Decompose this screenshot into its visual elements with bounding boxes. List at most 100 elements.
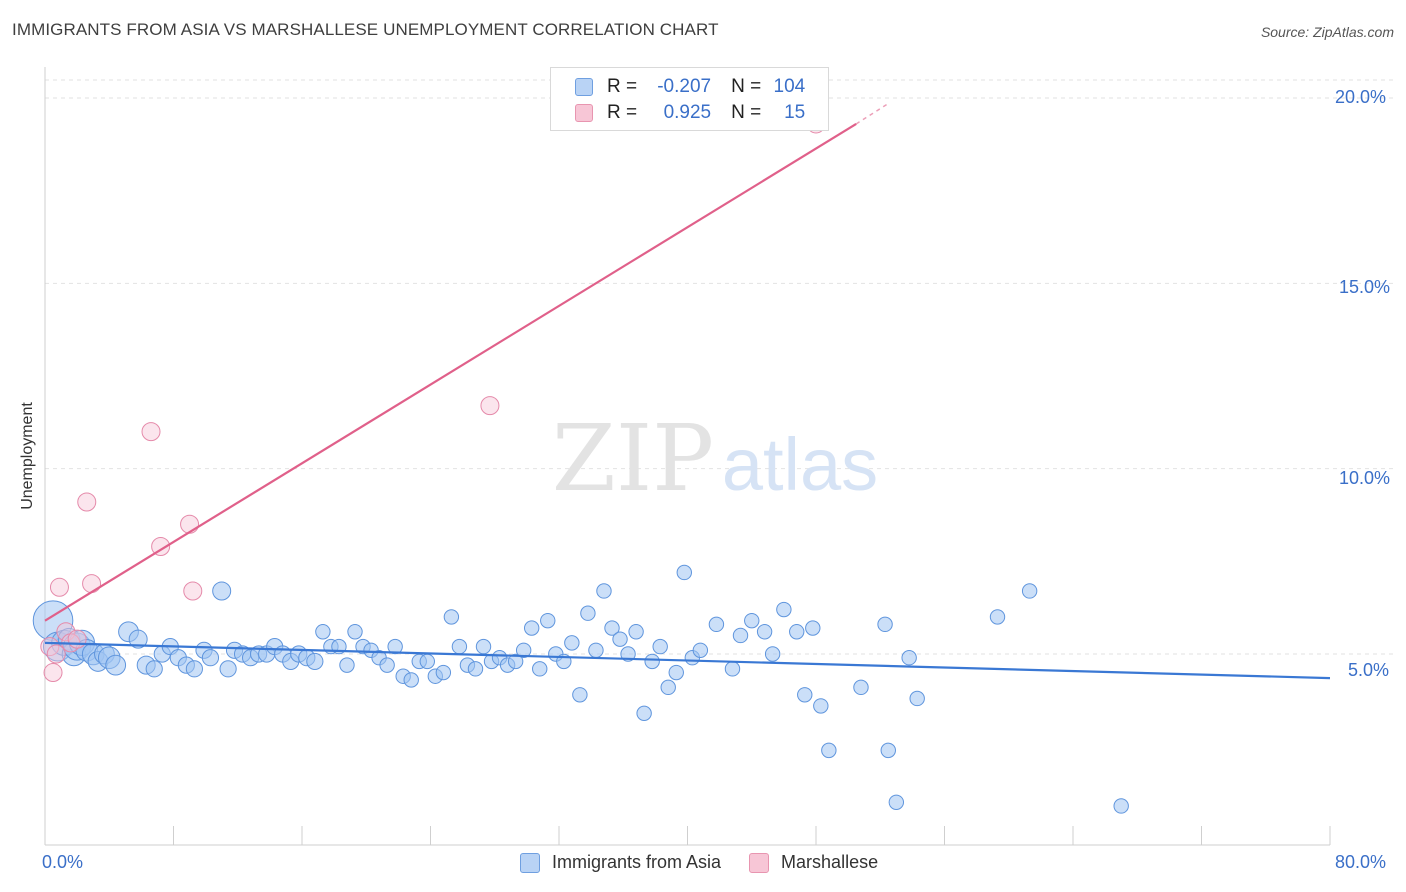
asia-point [1021, 583, 1038, 599]
asia-point [339, 657, 355, 673]
x-tick-label-max: 80.0% [1335, 852, 1387, 872]
y-tick-label-5: 5.0% [1348, 660, 1390, 680]
legend-label-asia: Immigrants from Asia [552, 852, 722, 872]
asia-point [636, 705, 652, 722]
asia-point [797, 687, 813, 703]
asia-point [853, 679, 869, 696]
asia-point [660, 679, 676, 696]
asia-point [379, 657, 395, 673]
asia-point [1113, 798, 1129, 814]
marshallese-point [183, 581, 203, 601]
axes [44, 67, 1331, 846]
chart-title: IMMIGRANTS FROM ASIA VS MARSHALLESE UNEM… [12, 20, 719, 39]
series-legend: Immigrants from Asia Marshallese [520, 852, 906, 873]
legend-swatch-asia [520, 852, 540, 873]
marshallese-point [56, 622, 76, 642]
legend-row-asia: R = -0.207 N = 104 [575, 75, 805, 99]
legend-n-label: N = [731, 76, 762, 97]
legend-n-value-marshallese: 15 [784, 102, 806, 123]
asia-point [523, 620, 540, 636]
legend-item-marshallese[interactable]: Marshallese [749, 852, 878, 873]
marshallese-point [67, 629, 87, 649]
x-tick-label-min: 0.0% [42, 852, 84, 872]
asia-point [540, 612, 556, 629]
asia-point [475, 638, 492, 655]
asia-point [813, 698, 829, 714]
asia-point [789, 624, 805, 640]
asia-point [201, 649, 220, 667]
asia-point [212, 581, 232, 601]
asia-point [676, 564, 692, 581]
series-immigrants-from-asia-points [32, 564, 1129, 814]
legend-r-label: R = [607, 76, 638, 97]
asia-point [877, 616, 893, 633]
asia-point [387, 638, 403, 655]
asia-point [347, 624, 363, 640]
marshallese-point [46, 644, 66, 664]
asia-point [776, 601, 792, 618]
asia-point [989, 609, 1006, 625]
asia-point [901, 650, 917, 666]
legend-swatch-asia [575, 78, 593, 96]
asia-point [805, 620, 821, 636]
asia-point [435, 664, 452, 681]
asia-point [105, 654, 127, 676]
legend-row-marshallese: R = 0.925 N = 15 [575, 101, 805, 125]
asia-point [692, 642, 709, 658]
asia-point [644, 653, 660, 670]
marshallese-point [77, 492, 97, 512]
y-tick-label-10: 10.0% [1339, 468, 1391, 488]
asia-point [909, 690, 925, 707]
asia-point [744, 612, 760, 629]
legend-swatch-marshallese [575, 104, 593, 122]
source-label: Source: ZipAtlas.com [1260, 24, 1394, 40]
legend-n-label: N = [731, 102, 762, 123]
asia-point [507, 653, 524, 670]
legend-r-value-asia: -0.207 [657, 76, 712, 97]
asia-point [451, 638, 468, 655]
legend-r-value-marshallese: 0.925 [663, 102, 712, 123]
legend-label-marshallese: Marshallese [781, 852, 879, 872]
asia-point [145, 660, 163, 678]
legend-item-asia[interactable]: Immigrants from Asia [520, 852, 721, 873]
asia-point [612, 631, 628, 647]
marshallese-point [49, 577, 69, 597]
asia-point [128, 629, 148, 649]
asia-point [564, 635, 580, 651]
asia-point [821, 742, 837, 759]
asia-point [219, 660, 237, 678]
asia-point [652, 638, 668, 655]
asia-point [628, 624, 644, 640]
asia-point [315, 624, 331, 640]
asia-point [515, 642, 532, 658]
series-marshallese-points [40, 114, 826, 683]
asia-point [604, 620, 620, 636]
asia-point [419, 653, 435, 670]
asia-point [708, 616, 725, 633]
asia-point [443, 609, 460, 625]
asia-point [580, 605, 596, 621]
trend-lines [44, 102, 1331, 680]
asia-point [588, 642, 604, 658]
asia-point [888, 794, 905, 810]
asia-point [880, 742, 896, 759]
legend-r-label: R = [607, 102, 638, 123]
asia-point [668, 664, 684, 681]
marshallese-point [180, 514, 200, 534]
grid-lines [45, 79, 1395, 655]
watermark-atlas: atlas [722, 423, 878, 506]
marshallese-point [480, 396, 500, 416]
legend-n-value-asia: 104 [773, 76, 806, 97]
marshallese-point [151, 537, 171, 557]
correlation-legend: R = -0.207 N = 104 R = 0.925 N = 15 [550, 67, 829, 131]
y-tick-label-20: 20.0% [1335, 87, 1387, 107]
asia-point [185, 660, 203, 678]
asia-point [732, 627, 749, 644]
marshallese-point [43, 663, 63, 683]
watermark: ZIP atlas [552, 405, 878, 512]
marshallese-trend-extension [855, 102, 889, 125]
asia-point [764, 646, 781, 662]
asia-point [306, 652, 324, 671]
asia-point [572, 687, 588, 703]
